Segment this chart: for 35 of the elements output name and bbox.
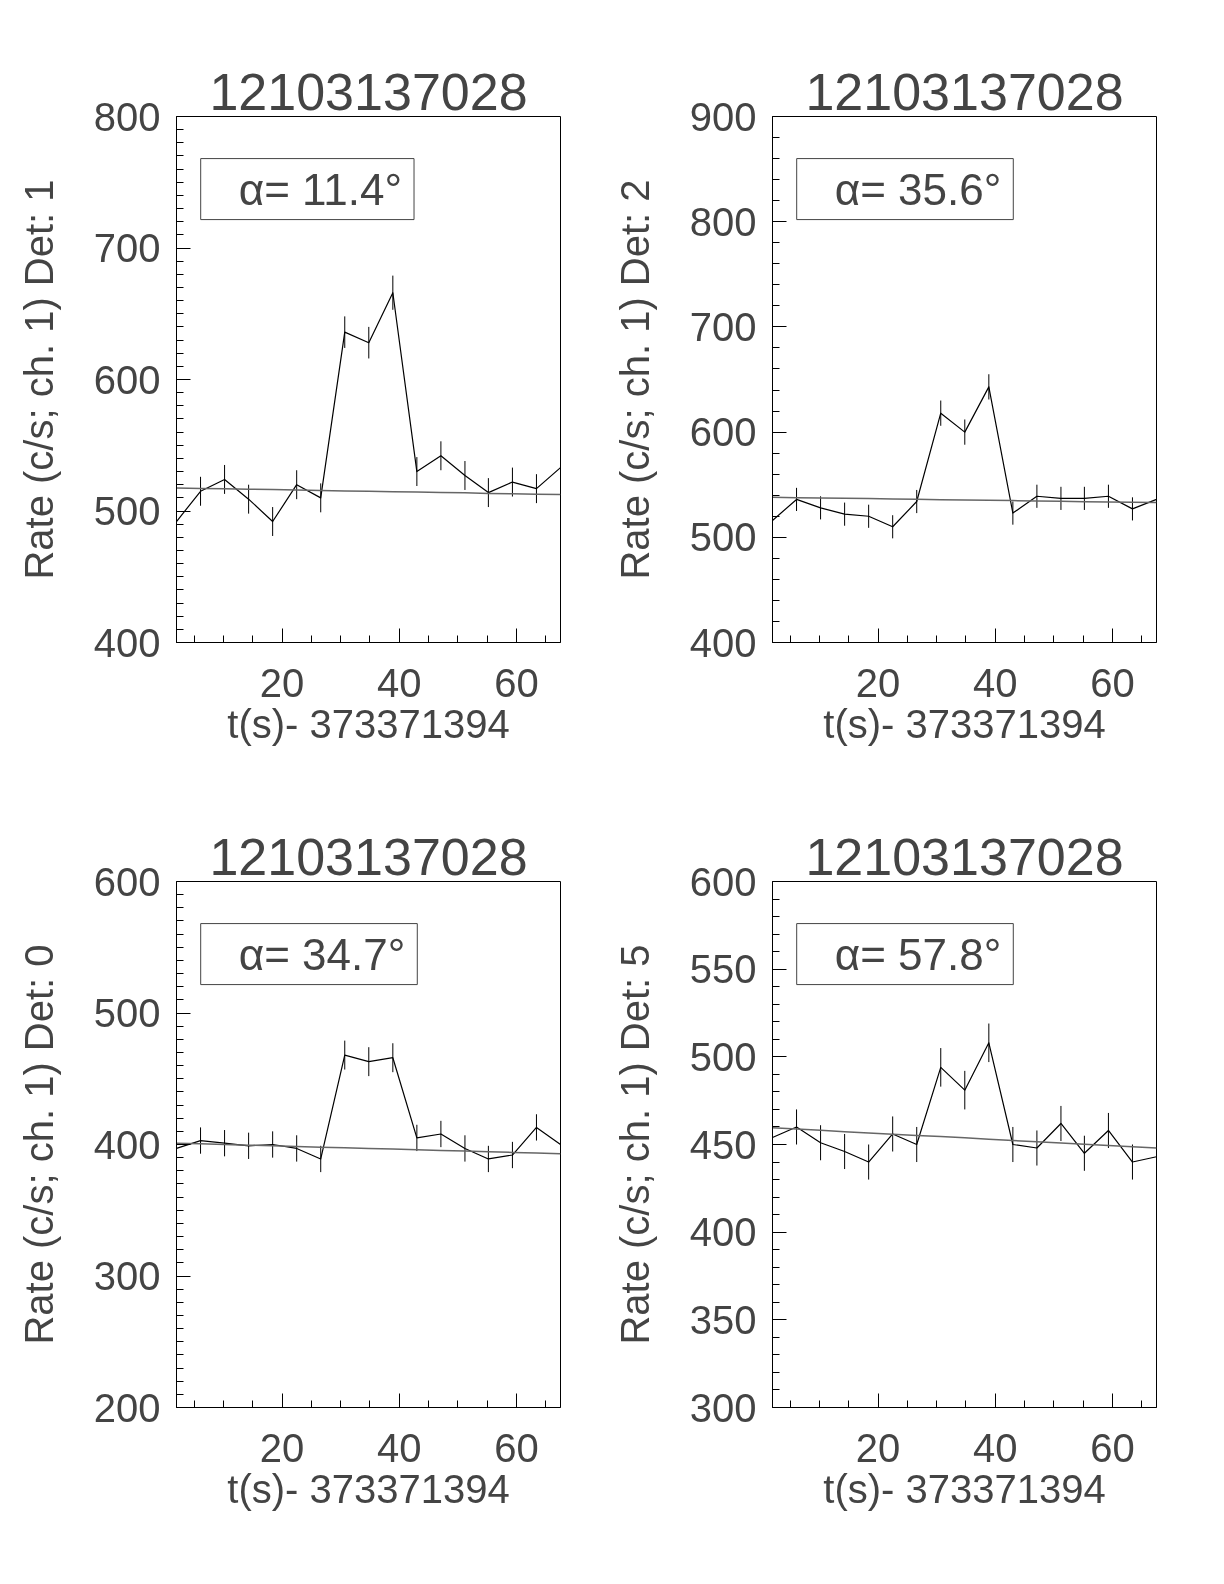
y-tick-label: 200: [93, 1385, 161, 1430]
y-tick-label: 800: [93, 94, 161, 139]
y-tick-label: 600: [93, 357, 161, 402]
y-axis-title: Rate (c/s; ch. 1) Det: 1: [16, 179, 61, 580]
chart-title: 12103137028: [209, 62, 528, 121]
y-axis-title: Rate (c/s; ch. 1) Det: 0: [16, 944, 61, 1345]
y-tick-label: 400: [93, 1122, 161, 1167]
y-tick-label: 400: [93, 620, 161, 665]
y-tick-label: 900: [689, 94, 757, 139]
annotation: α= 57.8°: [834, 929, 1002, 979]
y-tick-label: 500: [689, 515, 757, 560]
y-tick-label: 800: [689, 199, 757, 244]
y-tick-label: 400: [689, 1210, 757, 1255]
y-tick-label: 600: [93, 859, 161, 904]
y-tick-label: 450: [689, 1122, 757, 1167]
chart-title: 12103137028: [805, 62, 1124, 121]
y-axis-title: Rate (c/s; ch. 1) Det: 5: [612, 944, 657, 1345]
y-tick-label: 500: [689, 1034, 757, 1079]
y-tick-label: 300: [93, 1254, 161, 1298]
y-tick-label: 400: [689, 620, 757, 665]
chart-title: 12103137028: [805, 827, 1124, 886]
y-tick-label: 500: [93, 991, 161, 1035]
annotation: α= 34.7°: [238, 929, 406, 979]
y-tick-label: 600: [689, 410, 757, 455]
annotation: α= 11.4°: [238, 164, 403, 214]
annotation: α= 35.6°: [834, 164, 1002, 214]
y-axis-title: Rate (c/s; ch. 1) Det: 2: [612, 179, 657, 580]
y-tick-label: 700: [689, 304, 757, 349]
y-tick-label: 550: [689, 947, 757, 992]
y-tick-label: 350: [689, 1297, 757, 1342]
chart-title: 12103137028: [209, 827, 528, 886]
y-tick-label: 300: [689, 1385, 757, 1430]
y-tick-label: 500: [93, 489, 161, 533]
y-tick-label: 700: [93, 226, 161, 270]
y-tick-label: 600: [689, 859, 757, 904]
